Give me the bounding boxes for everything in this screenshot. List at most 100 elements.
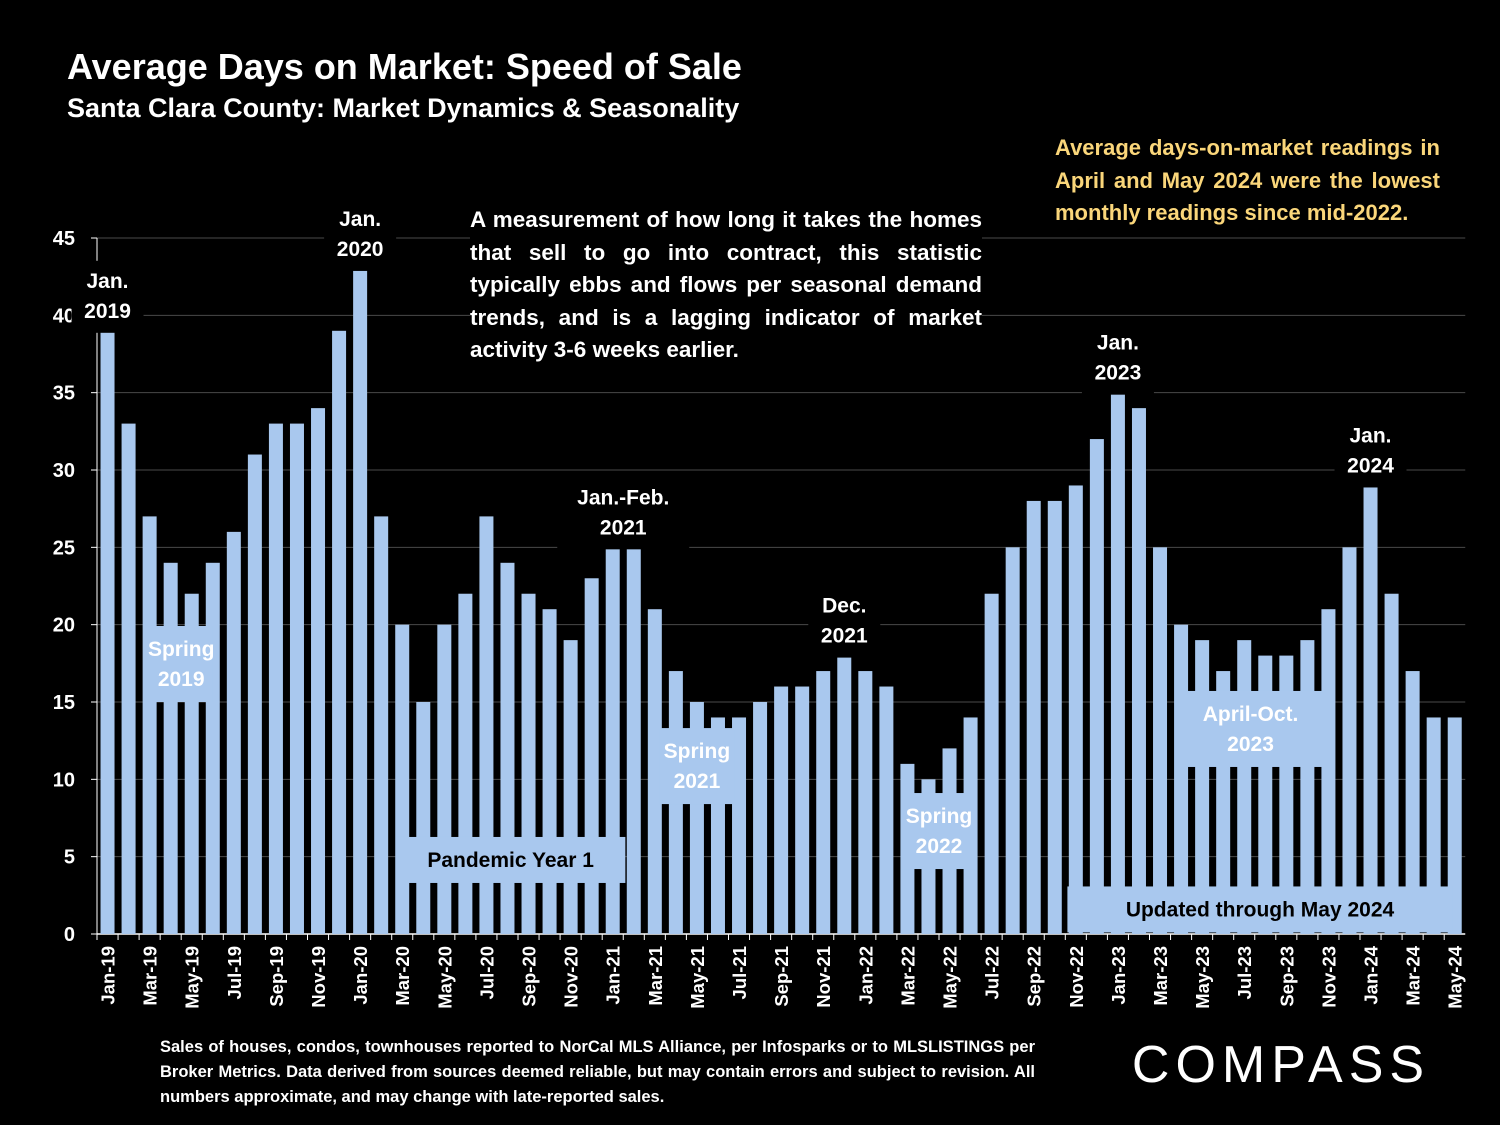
period-label: Spring [148, 638, 215, 661]
x-tick-label: Mar-24 [1403, 945, 1424, 1005]
compass-logo-text: COMPASS [1132, 1036, 1430, 1092]
bar [142, 516, 157, 934]
period-label: Updated through May 2024 [1126, 898, 1395, 921]
x-tick-label: Mar-20 [392, 946, 413, 1006]
period-label: 2021 [674, 770, 721, 793]
definition-text: A measurement of how long it takes the h… [470, 204, 982, 367]
bar [795, 686, 810, 934]
peak-annotation: Jan. [339, 208, 381, 231]
bar [1005, 547, 1020, 934]
bar [1384, 593, 1399, 934]
peak-annotation: Jan. [1097, 332, 1139, 355]
bar [437, 624, 452, 934]
page-title: Average Days on Market: Speed of Sale [67, 46, 742, 87]
source-footnote: Sales of houses, condos, townhouses repo… [160, 1038, 1035, 1106]
peak-annotation: 2024 [1347, 454, 1394, 477]
x-tick-label: Jul-22 [982, 946, 1003, 999]
bar [1131, 408, 1146, 935]
y-tick-label: 40 [53, 305, 75, 327]
bar [837, 655, 852, 934]
bar [205, 562, 220, 934]
peak-annotation: Dec. [822, 595, 866, 618]
x-tick-label: May-21 [687, 946, 708, 1009]
period-label: Pandemic Year 1 [427, 849, 594, 872]
period-label: April-Oct. [1203, 703, 1299, 726]
x-tick-label: Sep-21 [771, 946, 792, 1007]
period-label-box [395, 836, 626, 883]
period-label-box [659, 728, 735, 805]
bar [984, 593, 999, 934]
bar [416, 702, 431, 934]
y-tick-label: 5 [64, 847, 75, 869]
bar [1026, 500, 1041, 934]
period-label: 2023 [1227, 733, 1274, 756]
bar [311, 408, 326, 935]
bar [1110, 392, 1125, 935]
x-tick-label: Nov-22 [1066, 946, 1087, 1008]
bar [1047, 500, 1062, 934]
bar [247, 454, 262, 934]
x-tick-label: Mar-22 [897, 946, 918, 1006]
x-tick-label: May-22 [940, 946, 961, 1009]
y-tick-label: 45 [53, 228, 75, 250]
callout-text: Average days-on-market readings in April… [1055, 132, 1440, 230]
x-tick-label: Nov-19 [308, 946, 329, 1008]
y-tick-label: 35 [53, 383, 75, 405]
x-tick-label: Sep-23 [1276, 946, 1297, 1007]
x-tick-label: Jul-21 [729, 946, 750, 999]
x-tick-label: Jan-24 [1361, 945, 1382, 1004]
period-label-box [149, 626, 213, 702]
bar [542, 609, 557, 934]
bar [1447, 717, 1462, 934]
y-tick-label: 30 [53, 460, 75, 482]
bar [332, 330, 347, 934]
x-tick-label: Jul-19 [224, 946, 245, 999]
bar [1405, 671, 1420, 934]
bar [858, 671, 873, 934]
annotation-background [808, 585, 881, 658]
bar [1153, 547, 1168, 934]
bar [1068, 485, 1083, 934]
bar [1321, 609, 1336, 934]
peak-annotation: Jan.-Feb. [577, 486, 669, 509]
bar [732, 717, 747, 934]
page-subtitle: Santa Clara County: Market Dynamics & Se… [67, 93, 740, 123]
peak-annotation: 2019 [84, 300, 131, 323]
x-tick-label: Mar-21 [645, 946, 666, 1006]
period-label: 2019 [158, 668, 205, 691]
x-tick-label: May-24 [1445, 945, 1466, 1008]
bar [353, 268, 368, 934]
bar [647, 609, 662, 934]
x-tick-label: Sep-20 [519, 946, 540, 1007]
peak-annotation: 2020 [337, 238, 384, 261]
bar [563, 640, 578, 934]
bar [121, 423, 136, 934]
bar [226, 531, 241, 934]
bar [1342, 547, 1357, 934]
x-tick-label: Jan-22 [855, 946, 876, 1005]
annotation-background [71, 260, 144, 333]
period-label: 2022 [916, 835, 963, 858]
period-label-box [901, 793, 977, 870]
annotation-background [557, 477, 690, 550]
peak-annotation: Jan. [87, 270, 129, 293]
bar [374, 516, 389, 934]
annotation-background [1334, 415, 1407, 488]
y-tick-label: 15 [53, 692, 75, 714]
compass-logo: COMPASS [1132, 1036, 1430, 1092]
period-label: Spring [906, 805, 973, 828]
x-tick-label: Sep-22 [1024, 946, 1045, 1007]
x-tick-label: Nov-21 [813, 946, 834, 1008]
y-tick-label: 25 [53, 537, 75, 559]
x-tick-label: Mar-19 [140, 946, 161, 1006]
bar [1426, 717, 1441, 934]
peak-annotation: 2021 [821, 625, 868, 648]
x-tick-label: May-20 [434, 946, 455, 1009]
x-tick-label: Sep-19 [266, 946, 287, 1007]
x-tick-label: Mar-23 [1150, 946, 1171, 1006]
x-tick-label: Jul-20 [476, 946, 497, 999]
annotation-background [324, 198, 397, 271]
bar [626, 547, 641, 934]
